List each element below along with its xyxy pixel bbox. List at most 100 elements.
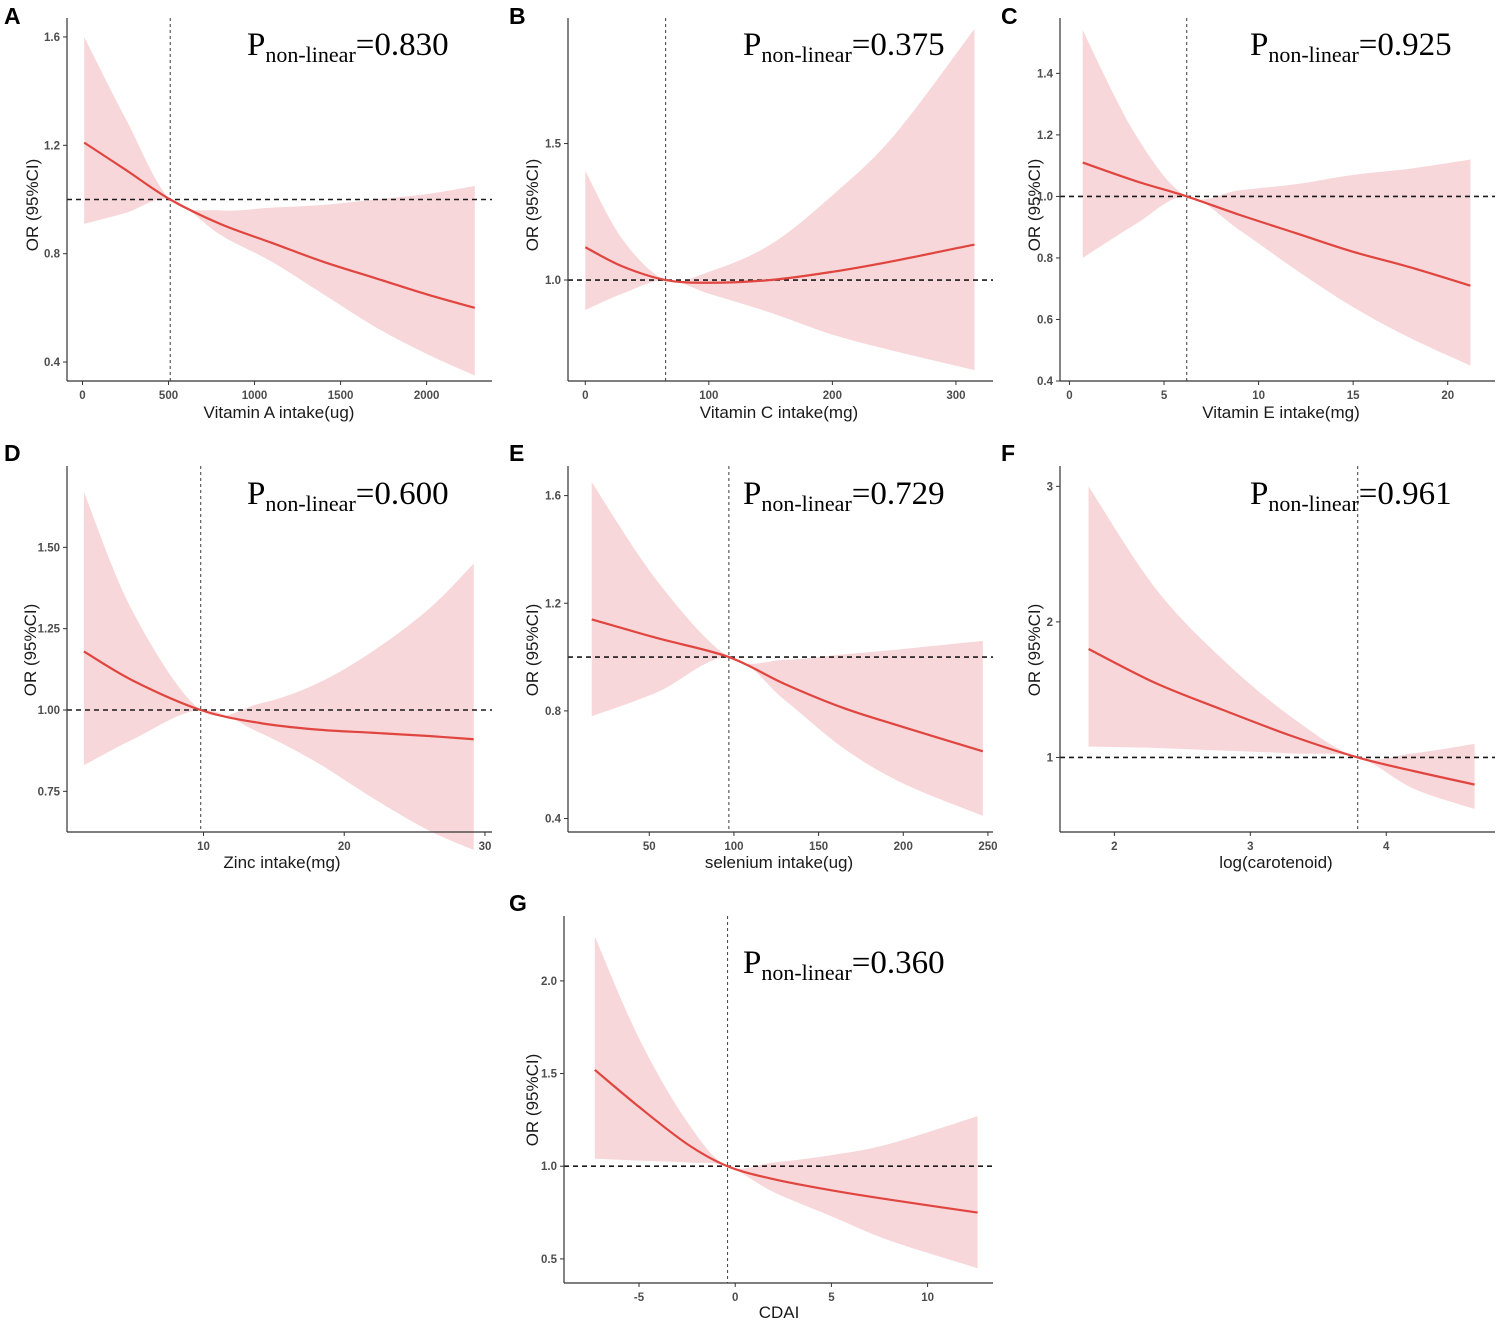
y-tick-label: 0.4	[44, 357, 61, 369]
x-tick-label: 100	[699, 390, 718, 402]
panel-letter: E	[509, 440, 524, 466]
p-subscript: non-linear	[1268, 42, 1359, 67]
x-tick-label: 20	[1441, 390, 1454, 402]
y-tick-label: 0.8	[545, 706, 562, 718]
y-tick-label: 0.6	[1037, 314, 1053, 326]
y-axis-title: OR (95%CI)	[1025, 604, 1044, 697]
panel-letter: C	[1001, 3, 1018, 29]
p-subscript: non-linear	[265, 491, 356, 516]
x-tick-label: 10	[197, 841, 210, 853]
y-tick-label: 0.4	[1037, 376, 1054, 388]
x-tick-label: 0	[79, 390, 85, 402]
ci-band	[83, 492, 474, 850]
ci-band	[585, 28, 975, 371]
or-curve	[83, 650, 474, 741]
p-symbol: P	[1250, 27, 1268, 63]
x-tick-label: 5	[1161, 390, 1168, 402]
x-axis-title: selenium intake(ug)	[705, 853, 853, 872]
p-symbol: P	[1250, 476, 1268, 512]
y-tick-label: 1.0	[541, 1161, 557, 1173]
y-tick-label: 1.0	[545, 275, 561, 287]
y-tick-label: 1.00	[38, 705, 60, 717]
x-tick-label: 20	[338, 841, 351, 853]
p-nonlinear-label: Pnon-linear=0.925	[1250, 27, 1452, 67]
or-curve	[1088, 648, 1475, 786]
p-nonlinear-label: Pnon-linear=0.375	[743, 27, 945, 67]
x-tick-label: 4	[1383, 841, 1390, 853]
x-tick-label: 1000	[242, 390, 268, 402]
p-nonlinear-label: Pnon-linear=0.830	[247, 27, 449, 67]
x-axis-title: log(carotenoid)	[1219, 853, 1332, 872]
y-axis-title: OR (95%CI)	[21, 604, 40, 697]
p-symbol: P	[743, 945, 761, 981]
panel-d: 10 20 30 0.75 1.00 1.25 1.50 Zinc intake(mg) OR …	[4, 440, 492, 872]
x-tick-label: 10	[1252, 390, 1265, 402]
y-axis-title: OR (95%CI)	[1025, 159, 1044, 252]
or-curve	[594, 1068, 978, 1214]
panel-b: 0 100 200 300 1.0 1.5 Vitamin C intake(mg) OR (…	[509, 3, 993, 422]
x-tick-label: 250	[978, 841, 997, 853]
panel-letter: D	[4, 440, 21, 466]
y-tick-label: 0.4	[545, 814, 562, 826]
x-tick-label: 0	[582, 390, 588, 402]
p-subscript: non-linear	[761, 491, 852, 516]
p-value: =0.830	[356, 27, 449, 63]
y-tick-label: 2.0	[541, 976, 557, 988]
p-nonlinear-label: Pnon-linear=0.961	[1250, 476, 1452, 516]
x-tick-label: 500	[159, 390, 178, 402]
y-tick-label: 1.2	[1037, 130, 1053, 142]
p-nonlinear-label: Pnon-linear=0.360	[743, 945, 945, 985]
x-tick-label: 30	[479, 841, 492, 853]
y-tick-label: 1.0	[1037, 191, 1053, 203]
x-tick-label: 5	[828, 1292, 835, 1304]
x-tick-label: 0	[1066, 390, 1072, 402]
x-axis-title: Vitamin A intake(ug)	[204, 403, 355, 422]
y-axis-title: OR (95%CI)	[523, 159, 542, 252]
p-symbol: P	[743, 476, 761, 512]
y-axis-title: OR (95%CI)	[523, 1054, 542, 1147]
p-subscript: non-linear	[761, 960, 852, 985]
x-axis-title: Zinc intake(mg)	[223, 853, 340, 872]
x-tick-label: 300	[946, 390, 965, 402]
y-tick-label: 1.50	[38, 542, 60, 554]
x-tick-label: 0	[732, 1292, 738, 1304]
y-tick-label: 1	[1047, 752, 1054, 764]
x-tick-label: 1500	[328, 390, 354, 402]
ci-band	[84, 36, 475, 376]
panel-letter: A	[4, 3, 21, 29]
p-symbol: P	[743, 27, 761, 63]
p-value: =0.600	[356, 476, 449, 512]
y-axis-title: OR (95%CI)	[523, 604, 542, 697]
y-tick-label: 0.8	[44, 249, 61, 261]
panel-e: 50 100 150 200 250 0.4 0.8 1.2 1.6 selenium intak…	[509, 440, 998, 872]
x-tick-label: 2000	[414, 390, 440, 402]
x-tick-label: -5	[634, 1292, 645, 1304]
ci-band	[594, 936, 978, 1269]
p-value: =0.925	[1359, 27, 1452, 63]
p-symbol: P	[247, 476, 265, 512]
y-tick-label: 0.75	[38, 786, 61, 798]
y-axis-title: OR (95%CI)	[23, 159, 42, 252]
panel-g: -5 0 5 10 0.5 1.0 1.5 2.0 CDAI OR (95%CI) G Pnon-li…	[509, 890, 993, 1322]
p-value: =0.375	[852, 27, 945, 63]
x-tick-label: 15	[1347, 390, 1360, 402]
panel-letter: G	[509, 890, 527, 916]
p-symbol: P	[247, 27, 265, 63]
y-tick-label: 1.6	[44, 32, 60, 44]
x-tick-label: 150	[809, 841, 828, 853]
y-tick-label: 0.5	[541, 1254, 558, 1266]
ci-band	[591, 482, 983, 816]
panel-letter: F	[1001, 440, 1015, 466]
x-tick-label: 200	[894, 841, 913, 853]
p-value: =0.360	[852, 945, 945, 981]
x-tick-label: 100	[724, 841, 743, 853]
or-curve	[1082, 161, 1471, 287]
or-curve	[591, 618, 984, 753]
p-nonlinear-label: Pnon-linear=0.600	[247, 476, 449, 516]
y-tick-label: 2	[1047, 617, 1053, 629]
p-subscript: non-linear	[265, 42, 356, 67]
y-tick-label: 1.5	[541, 1069, 558, 1081]
y-tick-label: 3	[1047, 481, 1053, 493]
ci-band	[1088, 486, 1475, 809]
